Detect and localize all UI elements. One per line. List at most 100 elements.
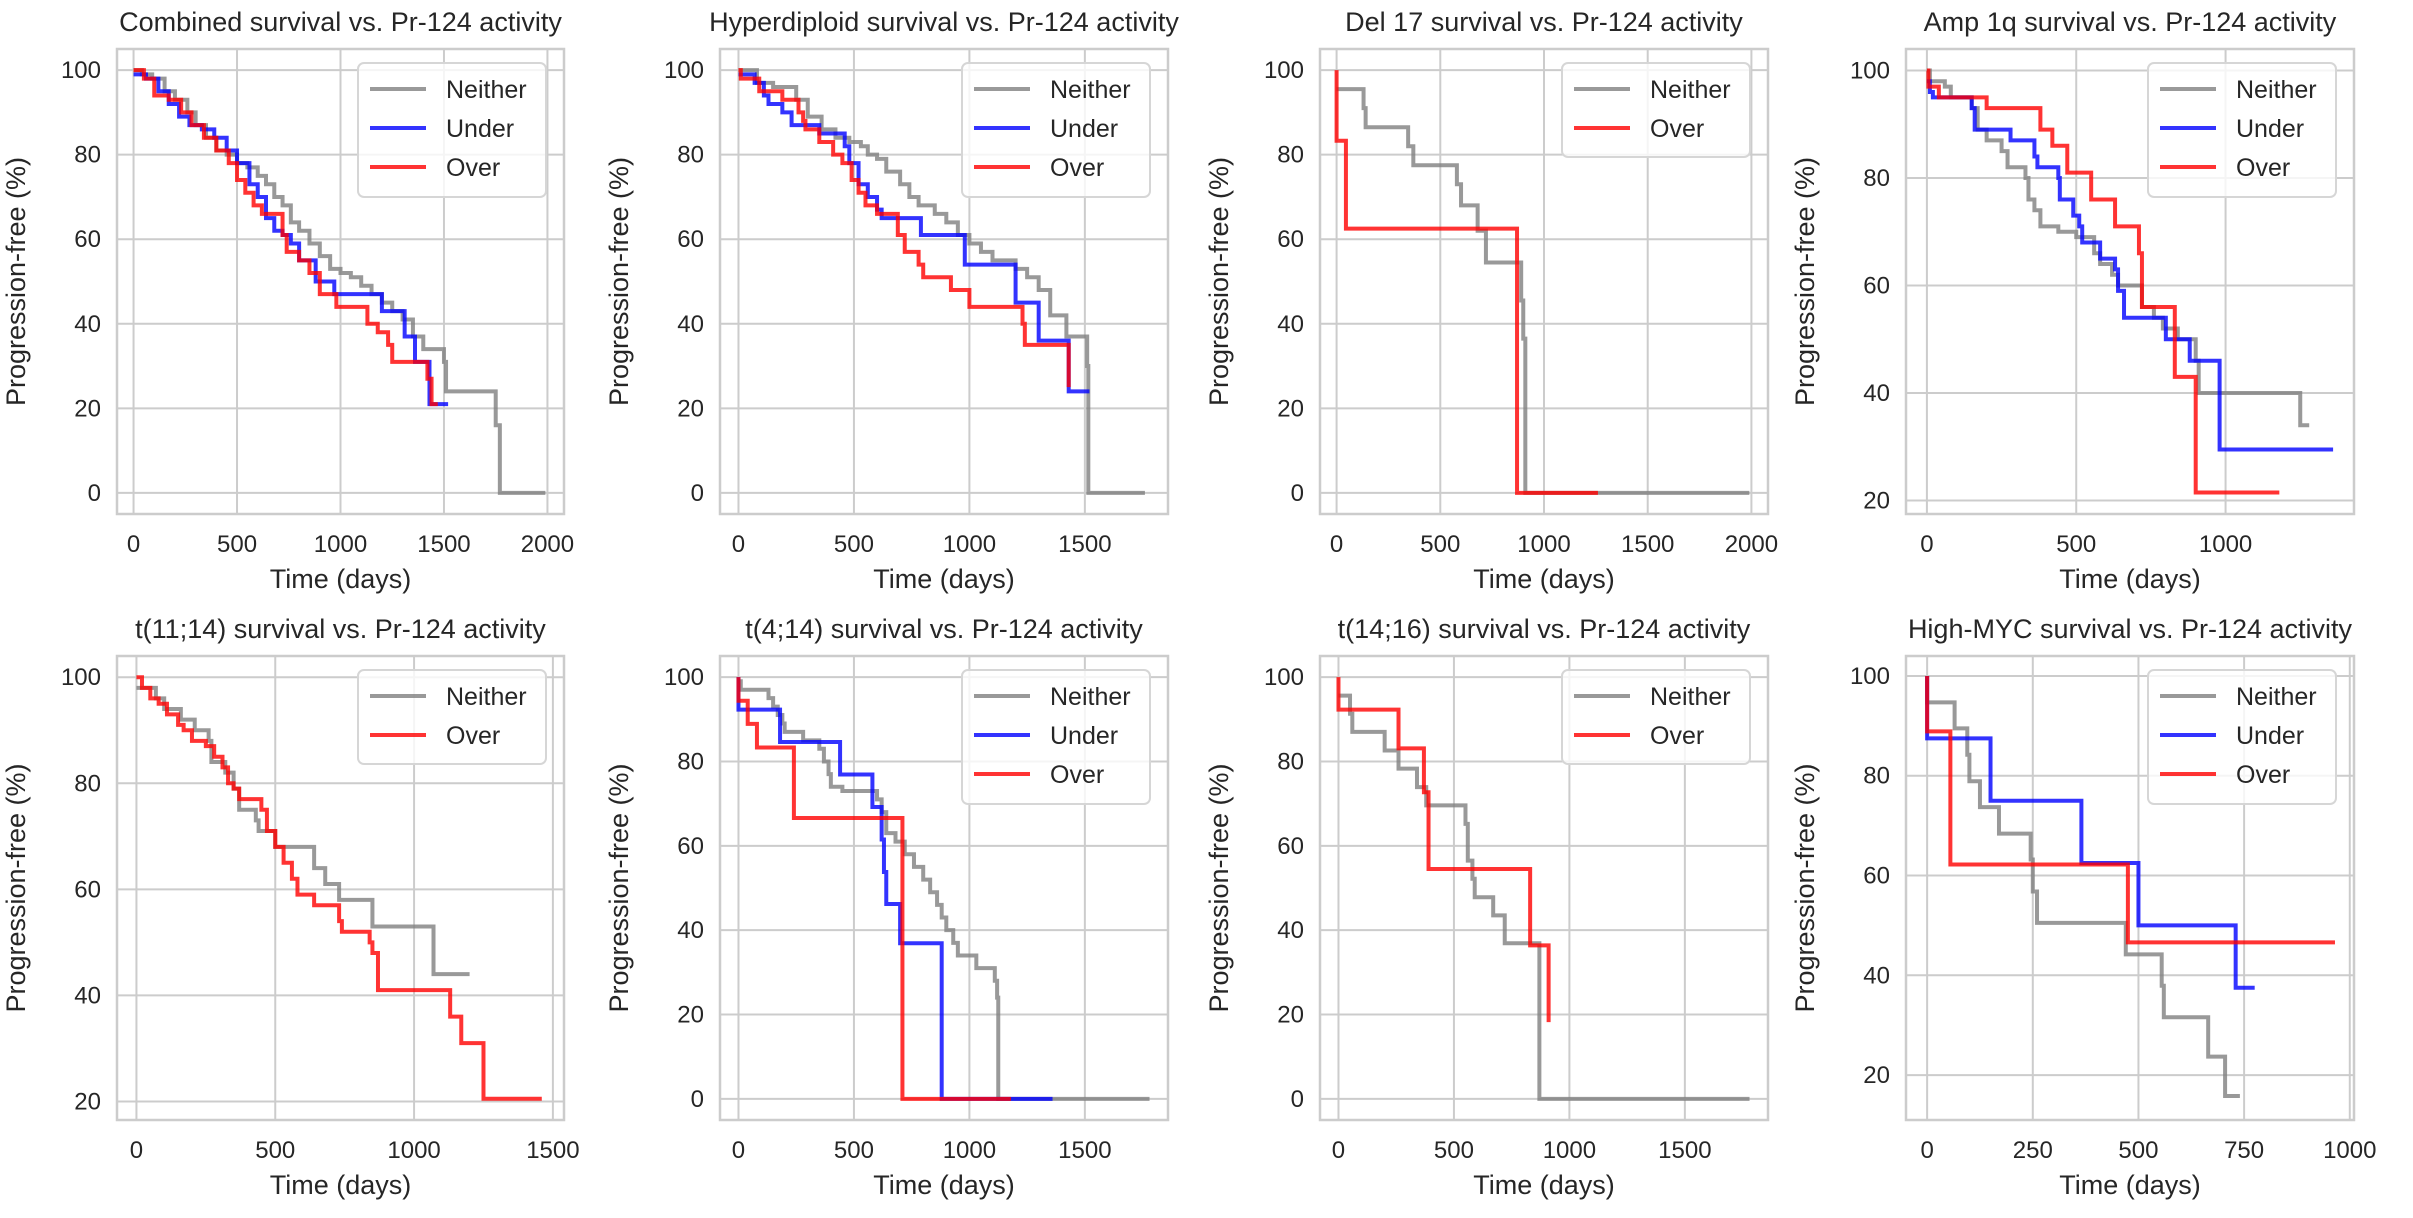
y-axis-label: Progression-free (%) <box>604 157 634 406</box>
legend-label-neither: Neither <box>1650 683 1731 711</box>
x-axis-label: Time (days) <box>270 564 412 594</box>
y-tick-label: 60 <box>1277 226 1304 253</box>
x-tick-label: 500 <box>1420 531 1460 558</box>
chart-title: t(14;16) survival vs. Pr-124 activity <box>1338 614 1751 644</box>
x-axis-label: Time (days) <box>2059 564 2201 594</box>
curve-over <box>1334 70 1598 495</box>
legend: Neither Over <box>357 669 547 765</box>
x-axis-label: Time (days) <box>1473 564 1615 594</box>
legend-label-under: Under <box>1050 722 1118 750</box>
x-tick-label: 2000 <box>521 531 574 558</box>
y-axis-label: Progression-free (%) <box>1 763 31 1012</box>
legend: Neither Under Over <box>961 669 1151 805</box>
y-tick-label: 20 <box>1277 395 1304 422</box>
y-tick-label: 80 <box>74 770 101 797</box>
panel-t-4-14: 0 500 1000 1500 0 20 40 60 80 100 Neither Under Over… <box>604 614 1170 1200</box>
y-tick-label: 100 <box>1850 58 1890 85</box>
y-axis-label: Progression-free (%) <box>1790 763 1820 1012</box>
legend-label-neither: Neither <box>1050 683 1131 711</box>
legend-label-under: Under <box>2236 115 2304 143</box>
curve-over <box>1925 675 2335 945</box>
x-axis-label: Time (days) <box>873 564 1015 594</box>
x-tick-label: 0 <box>732 1137 745 1164</box>
legend-label-over: Over <box>446 154 500 182</box>
y-tick-label: 40 <box>677 311 704 338</box>
x-tick-label: 0 <box>732 531 745 558</box>
y-tick-label: 60 <box>1277 833 1304 860</box>
legend: Neither Under Over <box>961 62 1151 198</box>
y-axis-label: Progression-free (%) <box>604 763 634 1012</box>
legend-box <box>961 669 1151 805</box>
chart-title: Amp 1q survival vs. Pr-124 activity <box>1924 7 2337 37</box>
y-tick-label: 20 <box>74 1088 101 1115</box>
y-tick-label: 100 <box>664 57 704 84</box>
y-tick-label: 0 <box>1291 1086 1304 1113</box>
x-tick-label: 0 <box>1920 1137 1933 1164</box>
legend-label-over: Over <box>1050 761 1104 789</box>
x-tick-label: 1500 <box>1058 1137 1111 1164</box>
curve-neither <box>1925 675 2240 1099</box>
x-tick-label: 500 <box>834 1137 874 1164</box>
y-tick-label: 100 <box>664 664 704 691</box>
curve-under <box>133 72 449 407</box>
x-tick-label: 1000 <box>1543 1137 1596 1164</box>
curve-neither <box>1336 87 1750 495</box>
curve-over <box>136 675 542 1101</box>
chart-title: t(4;14) survival vs. Pr-124 activity <box>745 614 1143 644</box>
y-tick-label: 100 <box>1850 663 1890 690</box>
axes-frame <box>115 654 566 1122</box>
legend-label-over: Over <box>2236 154 2290 182</box>
curve-neither <box>738 679 1150 1101</box>
x-tick-label: 1000 <box>1517 531 1570 558</box>
x-axis-label: Time (days) <box>1473 1170 1615 1200</box>
x-tick-label: 0 <box>1332 1137 1345 1164</box>
y-tick-label: 80 <box>677 142 704 169</box>
y-tick-label: 60 <box>677 226 704 253</box>
x-tick-label: 1000 <box>2199 531 2252 558</box>
curve-neither <box>738 68 1145 495</box>
y-tick-label: 0 <box>691 480 704 507</box>
curve-over <box>738 68 1071 388</box>
legend-label-neither: Neither <box>2236 683 2317 711</box>
curve-over <box>1336 677 1551 1023</box>
chart-title: Hyperdiploid survival vs. Pr-124 activit… <box>709 7 1179 37</box>
x-tick-label: 0 <box>127 531 140 558</box>
axes-frame <box>1904 47 2356 516</box>
y-tick-label: 0 <box>1291 480 1304 507</box>
panel-t-14-16: 0 500 1000 1500 0 20 40 60 80 100 Neither Over t(14;… <box>1204 614 1770 1200</box>
x-tick-label: 750 <box>2224 1137 2264 1164</box>
legend-label-under: Under <box>1050 115 1118 143</box>
y-tick-label: 100 <box>1264 57 1304 84</box>
legend-box <box>357 62 547 198</box>
y-tick-label: 100 <box>1264 664 1304 691</box>
x-tick-label: 1500 <box>417 531 470 558</box>
x-tick-label: 1000 <box>943 531 996 558</box>
legend-label-neither: Neither <box>446 683 527 711</box>
legend-box <box>357 669 547 765</box>
curve-over <box>1926 68 2280 495</box>
y-tick-label: 40 <box>1277 917 1304 944</box>
y-tick-label: 60 <box>1863 273 1890 300</box>
y-tick-label: 40 <box>74 982 101 1009</box>
curve-over <box>736 677 1011 1101</box>
curve-under <box>736 677 1053 1101</box>
x-tick-label: 1500 <box>526 1137 579 1164</box>
axes-frame <box>1318 654 1770 1122</box>
y-tick-label: 80 <box>1277 748 1304 775</box>
y-tick-label: 40 <box>74 311 101 338</box>
legend-box <box>2147 669 2337 805</box>
legend-label-under: Under <box>446 115 514 143</box>
x-tick-label: 0 <box>1330 531 1343 558</box>
y-tick-label: 80 <box>74 142 101 169</box>
axes-frame <box>1318 47 1770 516</box>
legend-label-over: Over <box>2236 761 2290 789</box>
legend: Neither Over <box>1561 62 1751 158</box>
panel-del-17: 0 500 1000 1500 2000 0 20 40 60 80 100 Neither Over D… <box>1204 7 1778 594</box>
x-tick-label: 2000 <box>1725 531 1778 558</box>
curve-under <box>738 72 1090 394</box>
curve-neither <box>133 68 546 495</box>
y-tick-label: 20 <box>1863 488 1890 515</box>
y-tick-label: 0 <box>88 480 101 507</box>
legend-label-neither: Neither <box>2236 76 2317 104</box>
x-axis-label: Time (days) <box>2059 1170 2201 1200</box>
